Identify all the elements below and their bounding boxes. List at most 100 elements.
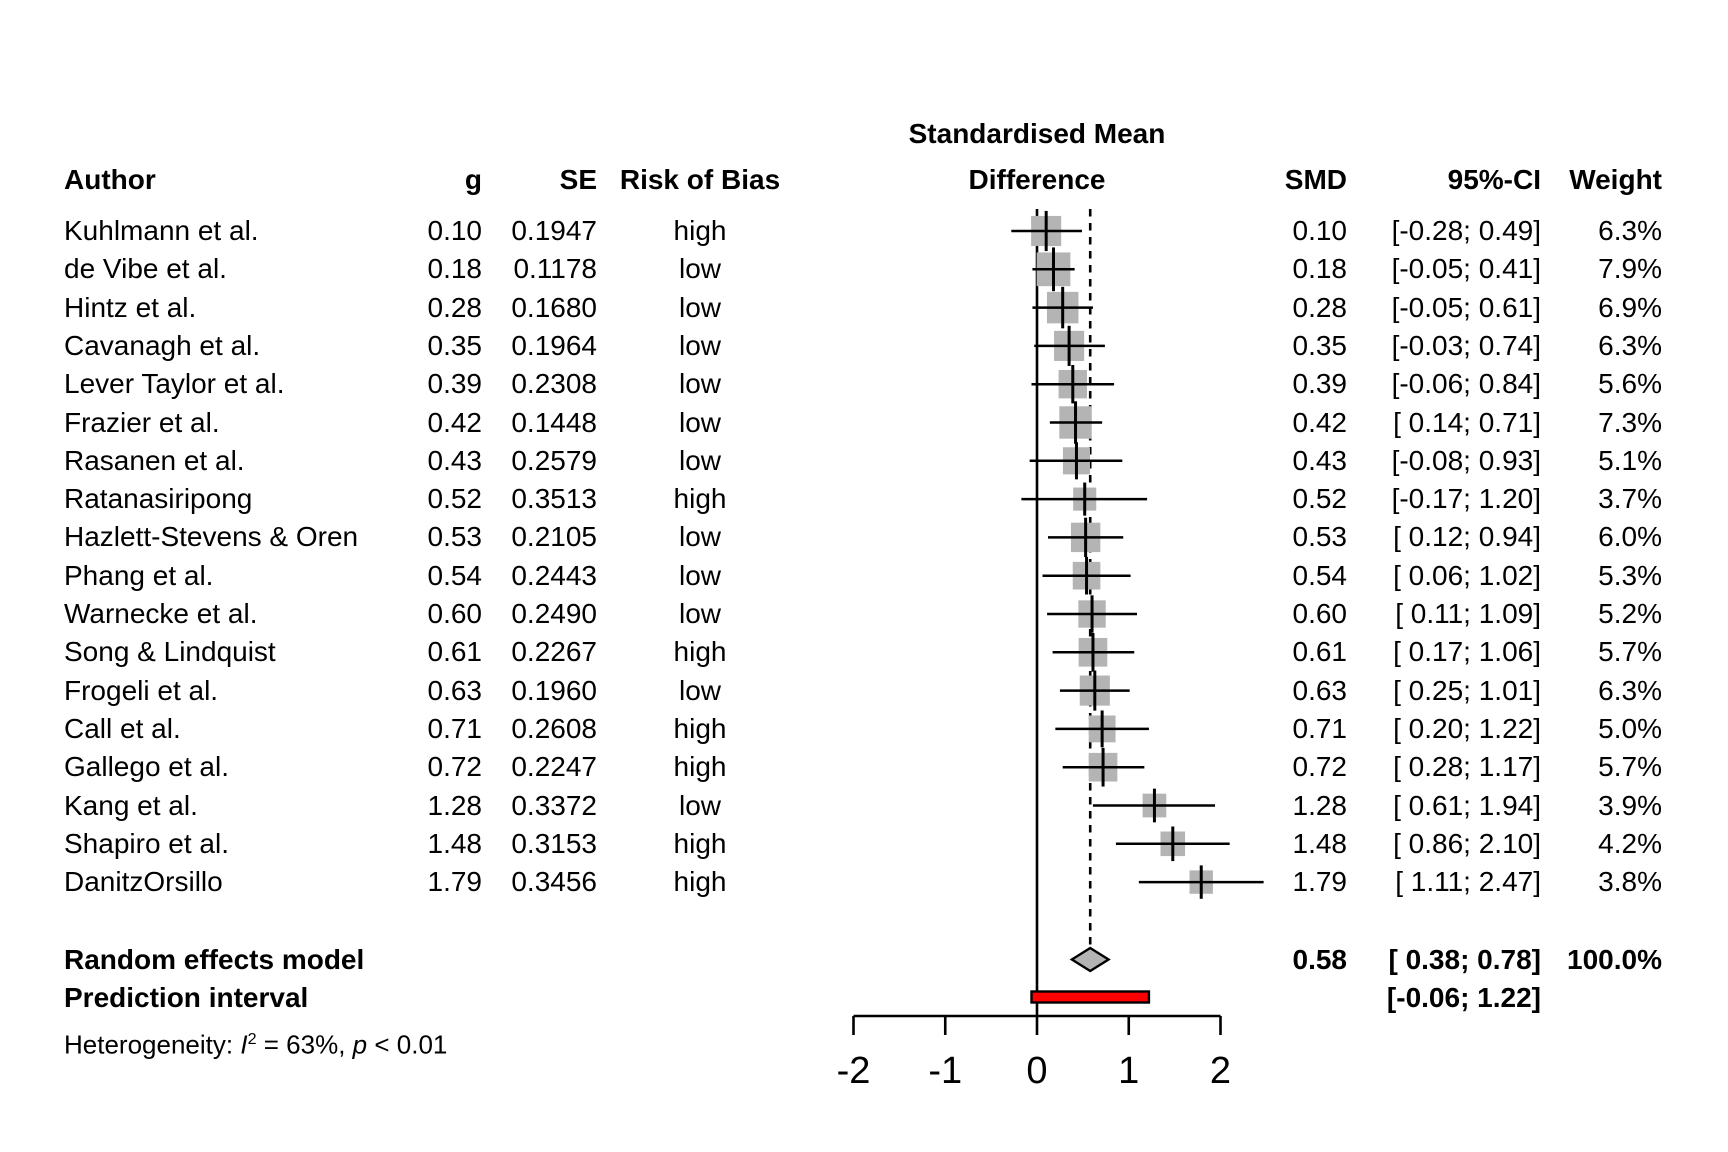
study-weight: 5.3% — [1598, 560, 1662, 591]
study-g: 0.52 — [427, 483, 483, 514]
study-author: Hintz et al. — [64, 292, 197, 323]
study-author: Warnecke et al. — [64, 598, 258, 629]
study-author: Ratanasiripong — [64, 483, 253, 514]
study-se: 0.3153 — [511, 828, 597, 859]
study-weight: 5.7% — [1598, 636, 1662, 667]
summary-ci: [ 0.38; 0.78] — [1388, 944, 1541, 975]
study-se: 0.1680 — [511, 292, 597, 323]
study-risk-of-bias: low — [678, 330, 721, 361]
study-risk-of-bias: low — [678, 598, 721, 629]
study-ci: [-0.06; 0.84] — [1391, 368, 1541, 399]
study-g: 1.79 — [427, 866, 483, 897]
heterogeneity-p-symbol: p — [352, 1029, 368, 1060]
study-smd: 0.10 — [1292, 215, 1348, 246]
study-ci: [-0.05; 0.61] — [1391, 292, 1541, 323]
study-smd: 0.63 — [1292, 675, 1348, 706]
study-g: 0.43 — [427, 445, 483, 476]
study-se: 0.2490 — [511, 598, 597, 629]
summary-diamond — [1069, 946, 1111, 973]
study-author: Song & Lindquist — [64, 636, 276, 667]
study-ci: [-0.17; 1.20] — [1391, 483, 1541, 514]
study-risk-of-bias: low — [678, 253, 721, 284]
study-weight: 6.3% — [1598, 330, 1662, 361]
study-se: 0.1964 — [511, 330, 597, 361]
study-author: de Vibe et al. — [64, 253, 227, 284]
heterogeneity-i-symbol: I — [240, 1029, 248, 1060]
prediction-ci: [-0.06; 1.22] — [1386, 982, 1541, 1013]
axis-tick-label: 0 — [1026, 1050, 1048, 1092]
study-smd: 0.35 — [1292, 330, 1348, 361]
study-author: Phang et al. — [64, 560, 214, 591]
study-author: Kuhlmann et al. — [64, 215, 259, 246]
study-ci: [-0.08; 0.93] — [1391, 445, 1541, 476]
summary-smd: 0.58 — [1292, 944, 1348, 975]
study-ci: [ 0.20; 1.22] — [1393, 713, 1541, 744]
study-ci: [ 0.61; 1.94] — [1393, 790, 1541, 821]
summary-row-label: Random effects model — [64, 944, 365, 975]
study-smd: 0.18 — [1292, 253, 1348, 284]
study-ci: [ 1.11; 2.47] — [1395, 866, 1541, 897]
study-se: 0.1960 — [511, 675, 597, 706]
column-header-se: SE — [559, 164, 597, 195]
axis-tick-label: 1 — [1118, 1050, 1140, 1092]
study-risk-of-bias: high — [673, 866, 727, 897]
study-author: Shapiro et al. — [64, 828, 229, 859]
study-risk-of-bias: low — [678, 445, 721, 476]
study-risk-of-bias: high — [673, 828, 727, 859]
study-smd: 1.48 — [1292, 828, 1348, 859]
study-smd: 0.71 — [1292, 713, 1348, 744]
study-ci: [ 0.25; 1.01] — [1393, 675, 1541, 706]
study-smd: 0.72 — [1292, 751, 1348, 782]
study-weight: 5.1% — [1598, 445, 1662, 476]
axis-tick-label: -1 — [928, 1050, 963, 1092]
study-g: 0.35 — [427, 330, 483, 361]
axis-tick-label: -2 — [836, 1050, 871, 1092]
study-risk-of-bias: low — [678, 292, 721, 323]
summary-weight: 100.0% — [1567, 944, 1662, 975]
study-risk-of-bias: high — [673, 751, 727, 782]
study-se: 0.3372 — [511, 790, 597, 821]
axis-tick-label: 2 — [1209, 1050, 1232, 1092]
study-weight: 3.9% — [1598, 790, 1662, 821]
study-ci: [-0.28; 0.49] — [1391, 215, 1541, 246]
study-se: 0.2579 — [511, 445, 597, 476]
study-author: Lever Taylor et al. — [64, 368, 285, 399]
heterogeneity-value: = 63%, — [256, 1029, 353, 1060]
study-risk-of-bias: low — [678, 560, 721, 591]
study-se: 0.2608 — [511, 713, 597, 744]
study-author: Gallego et al. — [64, 751, 229, 782]
study-weight: 3.7% — [1598, 483, 1662, 514]
study-weight: 4.2% — [1598, 828, 1662, 859]
study-author: Frazier et al. — [64, 407, 220, 438]
study-se: 0.2105 — [511, 521, 597, 552]
study-author: Frogeli et al. — [64, 675, 219, 706]
study-smd: 0.39 — [1292, 368, 1348, 399]
study-risk-of-bias: low — [678, 368, 721, 399]
study-author: Call et al. — [64, 713, 181, 744]
study-ci: [ 0.11; 1.09] — [1395, 598, 1541, 629]
column-header-g: g — [464, 164, 482, 195]
heterogeneity-i-exponent: 2 — [247, 1030, 257, 1048]
study-se: 0.2308 — [511, 368, 597, 399]
study-g: 0.72 — [427, 751, 483, 782]
study-smd: 0.60 — [1292, 598, 1348, 629]
study-risk-of-bias: high — [673, 483, 727, 514]
study-smd: 0.52 — [1292, 483, 1348, 514]
study-author: DanitzOrsillo — [64, 866, 223, 897]
study-weight: 5.2% — [1598, 598, 1662, 629]
study-smd: 0.53 — [1292, 521, 1348, 552]
study-weight: 5.6% — [1598, 368, 1662, 399]
study-ci: [ 0.17; 1.06] — [1393, 636, 1541, 667]
study-smd: 1.79 — [1292, 866, 1348, 897]
heterogeneity-prefix: Heterogeneity: — [64, 1029, 241, 1060]
study-g: 0.28 — [427, 292, 483, 323]
study-se: 0.2443 — [511, 560, 597, 591]
study-g: 0.42 — [427, 407, 483, 438]
study-se: 0.2267 — [511, 636, 597, 667]
prediction-row-label: Prediction interval — [64, 982, 309, 1013]
heterogeneity-note: Heterogeneity: I2 = 63%, p < 0.01 — [64, 1020, 447, 1060]
column-header-risk-of-bias: Risk of Bias — [619, 164, 781, 195]
column-header-weight: Weight — [1569, 164, 1662, 195]
study-g: 1.48 — [427, 828, 483, 859]
